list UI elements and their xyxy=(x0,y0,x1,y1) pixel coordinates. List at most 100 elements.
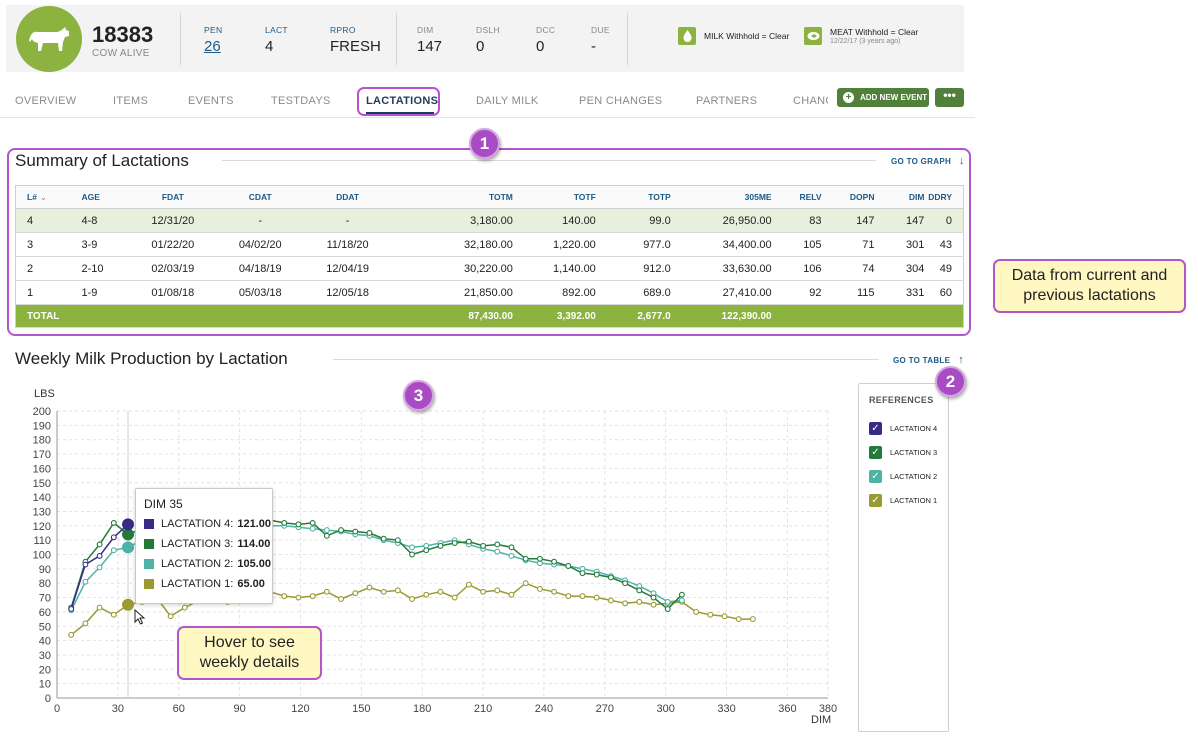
legend-lactation-2[interactable]: ✓ LACTATION 2 xyxy=(869,470,937,483)
table-row[interactable]: 2 2-10 02/03/19 04/18/19 12/04/19 30,220.00 1,… xyxy=(15,256,964,281)
table-row[interactable]: 1 1-9 01/08/18 05/03/18 12/05/18 21,850.00 892… xyxy=(15,280,964,305)
col-fdat[interactable]: FDAT xyxy=(125,185,221,209)
cell-ddat: - xyxy=(300,208,396,233)
y-tick-label: 160 xyxy=(33,463,51,475)
data-point xyxy=(437,542,444,549)
total-empty xyxy=(220,304,301,328)
weekly-milk-chart[interactable]: 0102030405060708090100110120130140150160… xyxy=(0,378,850,747)
data-point xyxy=(295,521,302,528)
checkbox-checked-icon[interactable]: ✓ xyxy=(869,446,882,459)
go-to-graph-label: GO TO GRAPH xyxy=(891,157,952,166)
tab-items[interactable]: ITEMS xyxy=(113,95,149,107)
y-axis-label: LBS xyxy=(34,388,55,400)
cell-totm: 3,180.00 xyxy=(395,208,513,233)
data-point xyxy=(607,574,614,581)
cell-age: 3-9 xyxy=(70,232,126,257)
mouse-cursor-icon xyxy=(134,609,146,625)
chart-rule xyxy=(333,359,879,360)
tab-testdays[interactable]: TESTDAYS xyxy=(271,95,331,107)
checkbox-checked-icon[interactable]: ✓ xyxy=(869,494,882,507)
y-tick-label: 120 xyxy=(33,521,51,533)
callout-badge-1: 1 xyxy=(469,128,500,159)
data-point xyxy=(309,525,316,532)
col-totm[interactable]: TOTM xyxy=(395,185,513,209)
stat-value: - xyxy=(591,38,596,55)
data-point xyxy=(394,587,401,594)
data-point xyxy=(338,527,345,534)
col-ddat[interactable]: DDAT xyxy=(300,185,396,209)
col-lnum[interactable]: L# ⌄ xyxy=(15,185,71,209)
col-totp[interactable]: TOTP xyxy=(595,185,671,209)
col-ddry[interactable]: DDRY xyxy=(924,185,964,209)
data-point xyxy=(110,611,117,618)
legend-lactation-3[interactable]: ✓ LACTATION 3 xyxy=(869,446,937,459)
cow-icon xyxy=(29,27,69,51)
cell-305me: 33,630.00 xyxy=(670,256,772,281)
data-point xyxy=(678,597,685,604)
y-tick-label: 10 xyxy=(39,679,51,691)
y-tick-label: 50 xyxy=(39,621,51,633)
cell-totf: 1,220.00 xyxy=(512,232,596,257)
milk-withhold: MILK Withhold = Clear xyxy=(678,27,789,45)
table-row[interactable]: 3 3-9 01/22/20 04/02/20 11/18/20 32,180.00 1,2… xyxy=(15,232,964,257)
meat-withhold-date: 12/22/17 (3 years ago) xyxy=(830,38,901,45)
pen-link[interactable]: 26 xyxy=(204,38,221,55)
col-relv[interactable]: RELV xyxy=(771,185,822,209)
data-point xyxy=(579,570,586,577)
legend-lactation-1[interactable]: ✓ LACTATION 1 xyxy=(869,494,937,507)
data-point xyxy=(536,585,543,592)
tab-changes[interactable]: CHANG xyxy=(793,95,828,107)
data-point xyxy=(607,597,614,604)
col-305me[interactable]: 305ME xyxy=(670,185,772,209)
y-tick-label: 100 xyxy=(33,550,51,562)
data-point xyxy=(366,584,373,591)
active-tab-indicator xyxy=(366,112,434,114)
tooltip-row: LACTATION 2: 105.00 xyxy=(144,558,271,570)
chart-title: Weekly Milk Production by Lactation xyxy=(15,349,288,368)
legend-lactation-4[interactable]: ✓ LACTATION 4 xyxy=(869,422,937,435)
tab-lactations[interactable]: LACTATIONS xyxy=(366,95,439,107)
checkbox-checked-icon[interactable]: ✓ xyxy=(869,422,882,435)
checkbox-checked-icon[interactable]: ✓ xyxy=(869,470,882,483)
divider xyxy=(180,13,181,65)
col-totf[interactable]: TOTF xyxy=(512,185,596,209)
tab-partners[interactable]: PARTNERS xyxy=(696,95,758,107)
cell-cdat: 05/03/18 xyxy=(220,280,301,305)
col-cdat[interactable]: CDAT xyxy=(220,185,301,209)
add-event-label: ADD NEW EVENT xyxy=(860,93,928,102)
cell-ddat: 12/04/19 xyxy=(300,256,396,281)
go-to-table-link[interactable]: GO TO TABLE ↑ xyxy=(893,354,964,366)
more-button[interactable]: ••• xyxy=(935,88,964,107)
data-point xyxy=(68,631,75,638)
cell-relv: 105 xyxy=(771,232,822,257)
col-dopn[interactable]: DOPN xyxy=(821,185,875,209)
table-row[interactable]: 4 4-8 12/31/20- -3,180.00 140.00 99.0 26,950.0… xyxy=(15,208,964,233)
milk-withhold-text: MILK Withhold = Clear xyxy=(704,31,790,41)
stat-pen: PEN 26 xyxy=(204,25,222,55)
tab-events[interactable]: EVENTS xyxy=(188,95,234,107)
x-tick-label: 150 xyxy=(352,703,370,715)
cell-cdat: 04/02/20 xyxy=(220,232,301,257)
data-point xyxy=(579,593,586,600)
go-to-graph-link[interactable]: GO TO GRAPH ↓ xyxy=(891,155,965,167)
stat-rpro: RPRO FRESH xyxy=(330,25,381,55)
data-point xyxy=(480,542,487,549)
tab-highlight-annotation xyxy=(357,87,440,116)
hover-point xyxy=(122,598,135,611)
cell-ddat: 11/18/20 xyxy=(300,232,396,257)
tab-daily-milk[interactable]: DAILY MILK xyxy=(476,95,539,107)
tab-overview[interactable]: OVERVIEW xyxy=(15,95,77,107)
data-point xyxy=(664,606,671,612)
add-new-event-button[interactable]: + ADD NEW EVENT xyxy=(837,88,929,107)
data-point xyxy=(494,548,501,555)
col-dim[interactable]: DIM xyxy=(874,185,925,209)
cell-age: 2-10 xyxy=(70,256,126,281)
x-tick-label: 180 xyxy=(413,703,431,715)
total-row: TOTAL 87,430.00 3,392.00 2,677.0 122,390.00 xyxy=(15,304,964,328)
data-point xyxy=(508,552,515,559)
tooltip-row: LACTATION 4: 121.00 xyxy=(144,518,271,530)
data-point xyxy=(508,591,515,598)
meat-withhold: MEAT Withhold = Clear 12/22/17 (3 years … xyxy=(804,27,918,45)
col-age[interactable]: AGE xyxy=(70,185,126,209)
tab-pen-changes[interactable]: PEN CHANGES xyxy=(579,95,663,107)
